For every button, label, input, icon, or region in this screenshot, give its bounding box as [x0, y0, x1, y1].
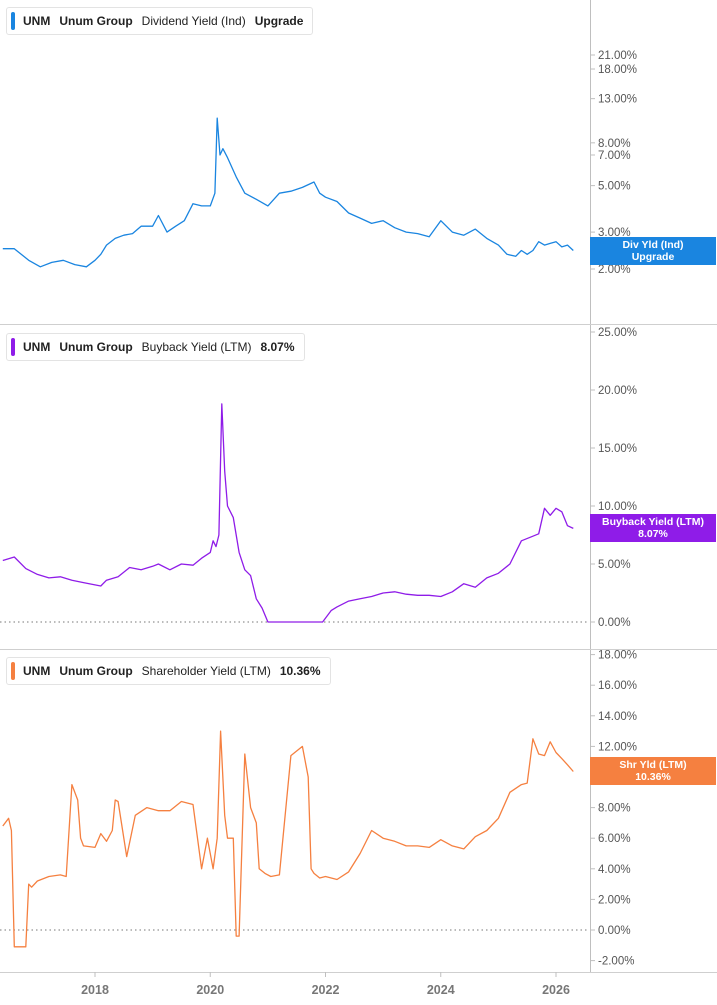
y-tick-label: 5.00% — [598, 181, 631, 193]
legend-company: Unum Group — [59, 664, 133, 678]
legend-value: 10.36% — [279, 664, 321, 678]
y-tick-label: 18.00% — [598, 650, 637, 662]
x-tick-label: 2024 — [427, 983, 455, 997]
flag-value: 8.07% — [638, 528, 668, 541]
flag-value: 10.36% — [635, 771, 671, 784]
flag-label: Buyback Yield (LTM) — [602, 516, 704, 529]
y-tick-label: 4.00% — [598, 864, 631, 876]
legend-shareholder-yield: UNM Unum Group Shareholder Yield (LTM) 1… — [6, 657, 331, 685]
legend-metric: Shareholder Yield (LTM) — [141, 664, 271, 678]
legend-company: Unum Group — [59, 340, 133, 354]
x-tick-label: 2026 — [542, 983, 570, 997]
flag-label: Shr Yld (LTM) — [619, 759, 687, 772]
y-axes: 2.00%3.00%5.00%7.00%8.00%13.00%18.00%21.… — [590, 50, 637, 968]
series-line — [2, 730, 574, 948]
y-tick-label: 8.00% — [598, 138, 631, 150]
y-tick-label: 12.00% — [598, 741, 637, 753]
series-line — [2, 117, 574, 268]
legend-swatch — [11, 12, 15, 30]
legend-dividend-yield: UNM Unum Group Dividend Yield (Ind) Upgr… — [6, 7, 314, 35]
flag-label: Div Yld (Ind) — [622, 238, 684, 251]
y-tick-label: 5.00% — [598, 559, 631, 571]
y-tick-label: 13.00% — [598, 94, 637, 106]
y-tick-label: 0.00% — [598, 925, 631, 937]
legend-swatch — [11, 662, 15, 680]
y-tick-label: 2.00% — [598, 264, 631, 276]
x-axis: 2018 2020 2022 2024 2026 — [81, 972, 570, 997]
legend-swatch — [11, 338, 15, 356]
x-tick-label: 2020 — [196, 983, 224, 997]
legend-ticker: UNM — [23, 14, 51, 28]
y-tick-label: 2.00% — [598, 894, 631, 906]
legend-buyback-yield: UNM Unum Group Buyback Yield (LTM) 8.07% — [6, 333, 305, 361]
y-tick-label: 10.00% — [598, 501, 637, 513]
legend-company: Unum Group — [59, 14, 133, 28]
y-tick-label: 21.00% — [598, 50, 637, 62]
legend-ticker: UNM — [23, 664, 51, 678]
legend-ticker: UNM — [23, 340, 51, 354]
y-tick-label: 15.00% — [598, 443, 637, 455]
series-line — [2, 403, 574, 623]
value-flag-dividend-yield: Div Yld (Ind) Upgrade — [590, 236, 716, 265]
y-tick-label: 0.00% — [598, 617, 631, 629]
y-tick-label: 6.00% — [598, 833, 631, 845]
legend-metric: Dividend Yield (Ind) — [141, 14, 246, 28]
y-tick-label: 3.00% — [598, 227, 631, 239]
y-tick-label: 14.00% — [598, 711, 637, 723]
plot-area — [0, 117, 589, 948]
legend-metric: Buyback Yield (LTM) — [141, 340, 252, 354]
y-tick-label: 25.00% — [598, 327, 637, 339]
legend-value: 8.07% — [260, 340, 295, 354]
y-tick-label: 18.00% — [598, 64, 637, 76]
value-flag-buyback-yield: Buyback Yield (LTM) 8.07% — [590, 514, 716, 543]
flag-value: Upgrade — [631, 250, 675, 263]
value-flag-shareholder-yield: Shr Yld (LTM) 10.36% — [590, 757, 716, 786]
x-tick-label: 2022 — [312, 983, 340, 997]
y-tick-label: 20.00% — [598, 385, 637, 397]
panel-frames — [0, 0, 717, 973]
y-tick-label: 7.00% — [598, 150, 631, 162]
y-tick-label: 16.00% — [598, 680, 637, 692]
legend-value[interactable]: Upgrade — [254, 14, 304, 28]
y-tick-label: 8.00% — [598, 803, 631, 815]
y-tick-label: -2.00% — [598, 956, 634, 968]
x-tick-label: 2018 — [81, 983, 109, 997]
